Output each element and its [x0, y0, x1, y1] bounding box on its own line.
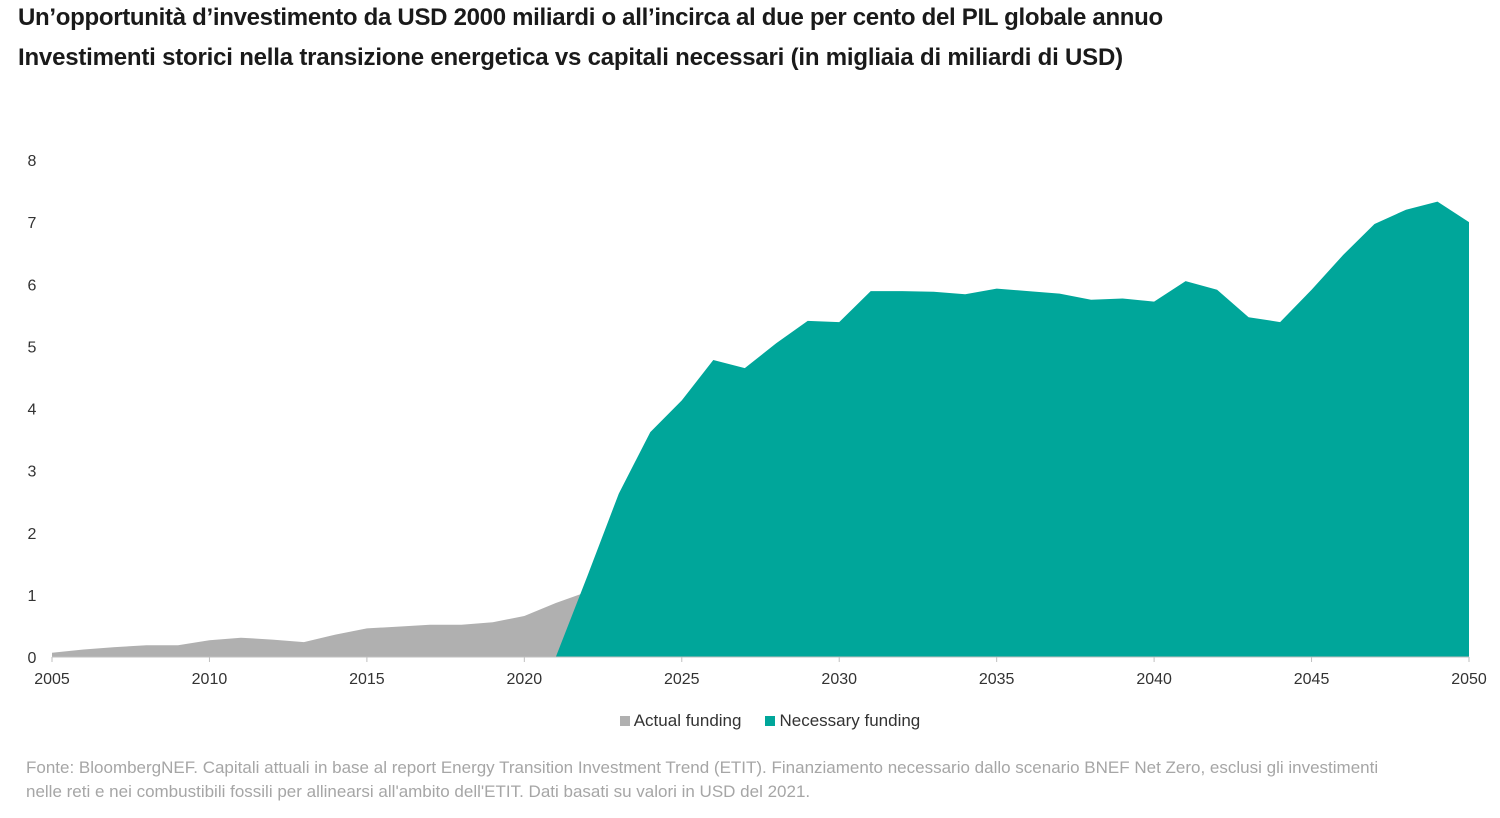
y-tick-label: 6 — [28, 277, 37, 294]
legend-item-necessary: Necessary funding — [765, 711, 920, 731]
x-tick-label: 2035 — [979, 671, 1015, 688]
x-tick-label: 2030 — [821, 671, 857, 688]
x-tick-label: 2050 — [1451, 671, 1487, 688]
series-area-actual — [52, 591, 588, 657]
legend-item-actual: Actual funding — [619, 711, 742, 731]
chart-subtitle: Investimenti storici nella transizione e… — [18, 44, 1123, 71]
x-tick-label: 2015 — [349, 671, 385, 688]
y-tick-label: 7 — [28, 215, 37, 232]
legend-swatch-actual — [619, 716, 630, 726]
series-area-necessary — [555, 201, 1469, 657]
y-tick-label: 4 — [28, 402, 37, 419]
legend: Actual funding Necessary funding — [0, 711, 1500, 731]
chart-title: Un’opportunità d’investimento da USD 200… — [18, 4, 1163, 31]
x-tick-label: 2005 — [34, 671, 70, 688]
legend-swatch-necessary — [765, 716, 776, 726]
legend-label-necessary: Necessary funding — [779, 711, 921, 730]
legend-label-actual: Actual funding — [633, 711, 742, 730]
y-tick-label: 8 — [28, 153, 37, 170]
x-tick-label: 2020 — [507, 671, 543, 688]
source-note: Fonte: BloombergNEF. Capitali attuali in… — [26, 758, 1379, 801]
x-tick-label: 2010 — [192, 671, 228, 688]
y-tick-label: 5 — [28, 339, 37, 356]
x-tick-label: 2040 — [1136, 671, 1172, 688]
x-tick-label: 2045 — [1294, 671, 1330, 688]
y-tick-label: 0 — [28, 650, 37, 667]
y-tick-label: 2 — [28, 526, 37, 543]
x-tick-label: 2025 — [664, 671, 700, 688]
y-tick-label: 1 — [28, 588, 37, 605]
y-tick-label: 3 — [28, 464, 37, 481]
